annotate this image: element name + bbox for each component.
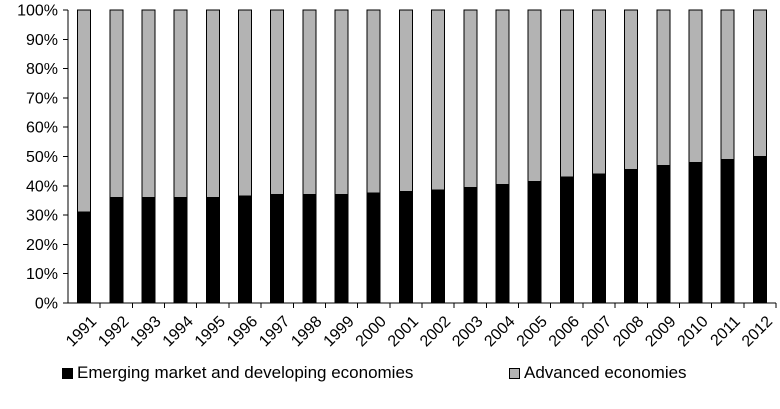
bar-advanced (205, 9, 220, 198)
bar-emerging (366, 192, 381, 304)
x-tick-label: 1998 (288, 313, 325, 350)
bar-emerging (238, 195, 252, 304)
y-tick-label: 70% (26, 90, 58, 107)
bar-advanced (141, 9, 156, 198)
y-tick-label: 80% (26, 61, 58, 78)
x-tick-label: 1995 (192, 313, 229, 350)
legend: Emerging market and developing economies… (0, 358, 780, 388)
bar-emerging (463, 186, 478, 304)
x-tick-label: 1996 (224, 313, 261, 350)
bar-emerging (398, 191, 413, 304)
bar-emerging (592, 173, 606, 304)
legend-item-emerging: Emerging market and developing economies (62, 358, 413, 388)
x-tick-label: 2008 (610, 313, 647, 350)
bar-advanced (238, 9, 252, 197)
y-tick-label: 50% (26, 149, 58, 166)
bar-advanced (559, 9, 574, 178)
bar-advanced (656, 9, 671, 166)
legend-item-advanced: Advanced economies (509, 358, 687, 388)
x-tick-label: 2007 (578, 313, 615, 350)
x-tick-label: 2000 (353, 313, 390, 350)
y-tick-label: 10% (26, 266, 58, 283)
y-tick-label: 60% (26, 120, 58, 137)
bar-emerging (77, 211, 92, 304)
bar-advanced (77, 9, 92, 213)
x-tick-label: 1999 (321, 313, 358, 350)
bar-advanced (398, 9, 413, 193)
bar-advanced (752, 9, 767, 157)
y-tick-label: 0% (35, 296, 58, 313)
bar-advanced (720, 9, 735, 160)
bar-advanced (109, 9, 124, 198)
bar-emerging (270, 194, 285, 304)
bar-emerging (559, 176, 574, 304)
bar-advanced (495, 9, 510, 185)
x-tick-label: 1997 (256, 313, 293, 350)
bar-advanced (334, 9, 349, 196)
x-tick-label: 2002 (417, 313, 454, 350)
bar-emerging (495, 183, 510, 304)
bar-emerging (656, 164, 671, 304)
bar-advanced (527, 9, 542, 182)
x-tick-label: 2005 (514, 313, 551, 350)
x-tick-label: 2012 (739, 313, 776, 350)
bar-advanced (270, 9, 285, 196)
bar-advanced (302, 9, 317, 196)
bar-emerging (624, 169, 639, 304)
y-tick-label: 30% (26, 208, 58, 225)
legend-label-advanced: Advanced economies (524, 363, 687, 382)
bars-group (77, 9, 767, 304)
bar-emerging (752, 156, 767, 304)
bar-emerging (688, 161, 703, 304)
x-axis-ticks: 1991199219931994199519961997199819992000… (63, 303, 777, 350)
x-tick-label: 1994 (160, 313, 197, 350)
bar-advanced (688, 9, 703, 163)
bar-advanced (366, 9, 381, 194)
x-tick-label: 2006 (546, 313, 583, 350)
x-tick-label: 2003 (449, 313, 486, 350)
y-axis-ticks: 0% 10% 20% 30% 40% 50% 60% 70% 80% 90% 100% (17, 3, 68, 313)
bar-advanced (431, 9, 446, 191)
bar-advanced (592, 9, 606, 175)
bar-emerging (334, 194, 349, 304)
x-tick-label: 2011 (708, 313, 744, 349)
y-tick-label: 100% (17, 3, 58, 20)
bar-advanced (624, 9, 639, 171)
bar-emerging (109, 197, 124, 304)
bar-advanced (463, 9, 478, 188)
bar-emerging (527, 180, 542, 304)
x-tick-label: 2001 (385, 313, 422, 350)
legend-label-emerging: Emerging market and developing economies (77, 363, 414, 382)
x-tick-label: 1993 (127, 313, 164, 350)
x-tick-label: 1992 (95, 313, 132, 350)
bar-emerging (720, 158, 735, 304)
y-tick-label: 90% (26, 32, 58, 49)
bar-emerging (141, 197, 156, 304)
bar-emerging (205, 197, 220, 304)
y-tick-label: 40% (26, 178, 58, 195)
bar-emerging (173, 197, 188, 304)
bar-emerging (302, 194, 317, 304)
bar-emerging (431, 189, 446, 304)
legend-swatch-advanced (509, 367, 520, 379)
x-tick-label: 2009 (642, 313, 679, 350)
stacked-bar-chart: 0%10%20%30%40%50%60%70%80%90%100% 199119… (17, 3, 777, 350)
y-tick-label: 20% (26, 237, 58, 254)
x-tick-label: 2010 (675, 313, 712, 350)
x-tick-label: 1991 (63, 313, 100, 350)
legend-swatch-emerging (62, 367, 73, 379)
bar-advanced (173, 9, 188, 198)
x-tick-label: 2004 (481, 313, 518, 350)
